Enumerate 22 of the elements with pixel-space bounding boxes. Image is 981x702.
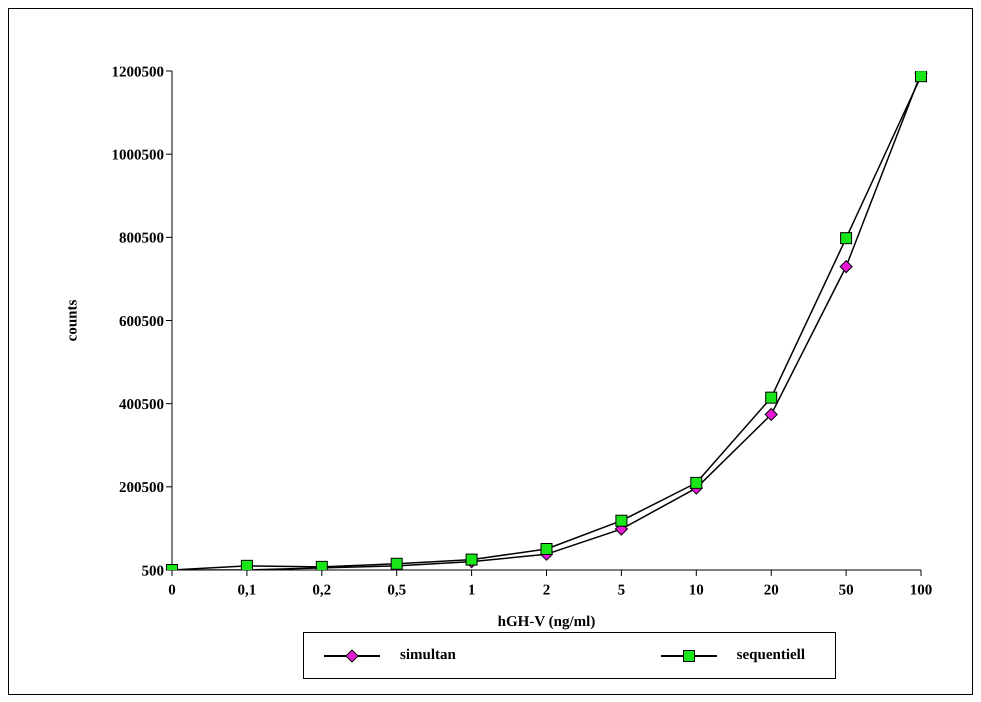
y-tick-label: 500 xyxy=(142,563,164,580)
legend-label: sequentiell xyxy=(736,647,805,664)
y-tick-label: 1200500 xyxy=(112,64,164,80)
x-tick-label: 0 xyxy=(168,582,176,599)
y-tick-label: 400500 xyxy=(119,396,164,413)
x-tick-label: 50 xyxy=(838,582,854,599)
legend-label: simultan xyxy=(400,647,456,664)
y-axis-title: counts xyxy=(64,300,80,342)
x-tick-label: 0,1 xyxy=(238,582,256,599)
x-tick-label: 0,5 xyxy=(387,582,406,599)
y-tick-label: 200500 xyxy=(119,480,164,496)
x-axis-title: hGH-V (ng/ml) xyxy=(498,614,596,630)
x-tick-label: 5 xyxy=(618,582,626,599)
y-tick-label: 1000500 xyxy=(112,147,164,164)
x-tick-label: 100 xyxy=(910,582,932,599)
x-tick-label: 2 xyxy=(542,582,550,599)
y-tick-label: 800500 xyxy=(119,230,164,247)
x-tick-label: 1 xyxy=(468,582,476,599)
x-tick-label: 10 xyxy=(688,582,704,599)
x-tick-label: 0,2 xyxy=(312,582,332,599)
x-tick-label: 20 xyxy=(764,582,779,599)
y-tick-label: 600500 xyxy=(119,314,164,330)
